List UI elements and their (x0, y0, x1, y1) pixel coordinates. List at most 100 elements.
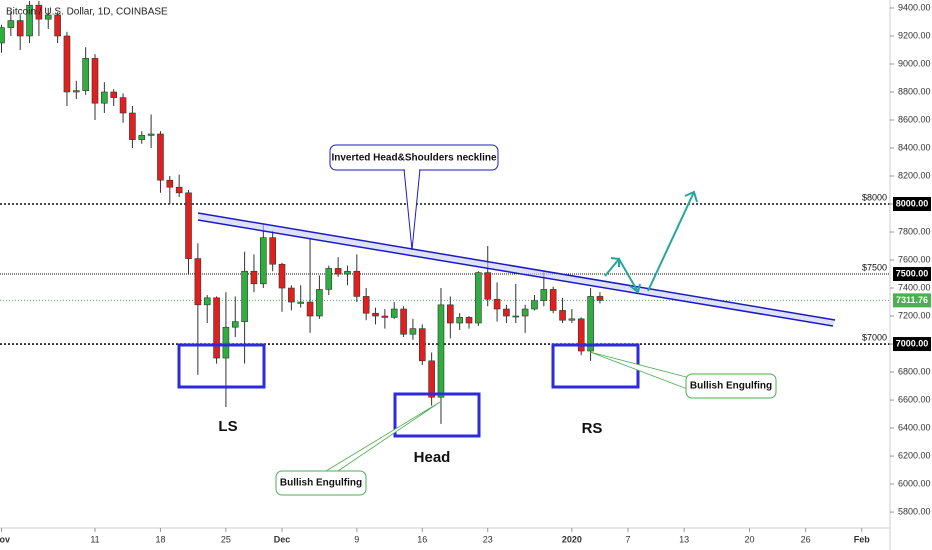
y-tick-label: 7400.00 (898, 282, 931, 292)
y-tick-label: 8800.00 (898, 86, 931, 96)
y-tick-label: 8200.00 (898, 170, 931, 180)
candle-body (559, 310, 566, 321)
candle-body (119, 97, 127, 114)
price-box-label: 7000.00 (896, 338, 929, 348)
candle-body (521, 308, 529, 317)
price-box (893, 267, 931, 282)
candle-body (475, 272, 482, 324)
candle-body (456, 317, 463, 324)
y-tick-label: 7600.00 (898, 254, 931, 264)
candle-body (185, 192, 192, 259)
engulfing-box (685, 373, 777, 399)
candle-body (540, 289, 548, 301)
plot-layer (0, 203, 890, 345)
candle-body (316, 289, 323, 317)
candle-body (437, 304, 445, 398)
y-tick-label: 5800.00 (898, 506, 931, 516)
candle-body (484, 272, 492, 300)
candle-body (297, 301, 305, 304)
candles (0, 0, 604, 424)
price-box (893, 337, 931, 352)
candle-body (344, 270, 351, 275)
candle-body (465, 317, 473, 324)
price-box (893, 197, 931, 212)
candle-body (400, 308, 407, 335)
x-tick-label: 13 (679, 534, 689, 544)
y-tick-label: 6200.00 (898, 450, 931, 460)
candle-body (203, 297, 211, 306)
head-label: Head (414, 449, 451, 466)
candle-body (381, 315, 389, 318)
candle-body (26, 4, 33, 37)
candle-body (7, 20, 15, 28)
candle-body (129, 112, 136, 140)
y-tick-label: 7200.00 (898, 310, 931, 320)
x-tick-label: 20 (745, 534, 755, 544)
candle-body (44, 14, 52, 20)
candle-body (306, 301, 314, 317)
ls-label: LS (218, 418, 237, 435)
x-tick-label: Feb (854, 534, 871, 544)
engulfing-box (275, 470, 367, 496)
candle-body (35, 4, 43, 20)
engulfing-pointer (325, 401, 441, 472)
y-tick-label: 9200.00 (898, 30, 931, 40)
level-label: $8000 (862, 192, 887, 202)
candle-body (447, 304, 454, 324)
x-tick-label: 23 (483, 534, 493, 544)
price-box-label: 8000.00 (896, 198, 929, 208)
x-tick-label: 26 (801, 534, 811, 544)
y-tick-label: 9000.00 (898, 58, 931, 68)
x-tick-label: 9 (354, 534, 359, 544)
engulfing-label: Bullish Engulfing (280, 478, 362, 489)
candle-body (175, 186, 183, 194)
x-tick-label: 11 (90, 534, 99, 544)
candle-body (82, 58, 89, 91)
candle-body (334, 268, 342, 275)
candle-body (577, 318, 585, 352)
x-tick-label: 2020 (562, 534, 582, 544)
x-tick-label: 16 (417, 534, 427, 544)
candle-body (512, 315, 520, 318)
projection-arrows (604, 190, 698, 294)
candle-body (531, 300, 538, 310)
candle-body (194, 258, 202, 306)
arrow-head (684, 190, 698, 203)
candle-body (222, 326, 230, 359)
head-box (393, 392, 481, 438)
y-tick-label: 6400.00 (898, 422, 931, 432)
candle-body (353, 270, 361, 297)
arrow-path (647, 191, 695, 292)
candle-body (63, 35, 71, 93)
candle-body (250, 270, 258, 285)
last-price-box (893, 293, 931, 308)
candle-body (390, 308, 398, 318)
candle-body (587, 296, 594, 352)
y-tick-label: 8400.00 (898, 142, 931, 152)
candle-body (73, 90, 80, 93)
x-tick-label: 25 (221, 534, 231, 544)
candle-body (549, 289, 557, 311)
level-label: $7500 (862, 262, 887, 272)
candle-body (157, 133, 164, 181)
candle-body (418, 328, 426, 362)
neckline-upper (197, 212, 836, 321)
neckline-channel (198, 213, 835, 326)
engulfing-label: Bullish Engulfing (690, 381, 772, 392)
candle-body (166, 179, 174, 188)
arrow-head (610, 257, 620, 267)
candle-body (503, 308, 510, 317)
level-label: $7000 (862, 332, 887, 342)
candle-body (269, 237, 276, 265)
engulfing-pointer (589, 351, 691, 391)
candle-body (278, 263, 286, 289)
last-price-label: 7311.76 (896, 295, 928, 305)
candle-body (231, 321, 239, 328)
candle-body (260, 237, 267, 285)
y-tick-label: 9400.00 (898, 2, 931, 12)
ls-box (177, 343, 266, 389)
x-tick-label: 18 (155, 534, 165, 544)
candle-body (16, 20, 24, 37)
